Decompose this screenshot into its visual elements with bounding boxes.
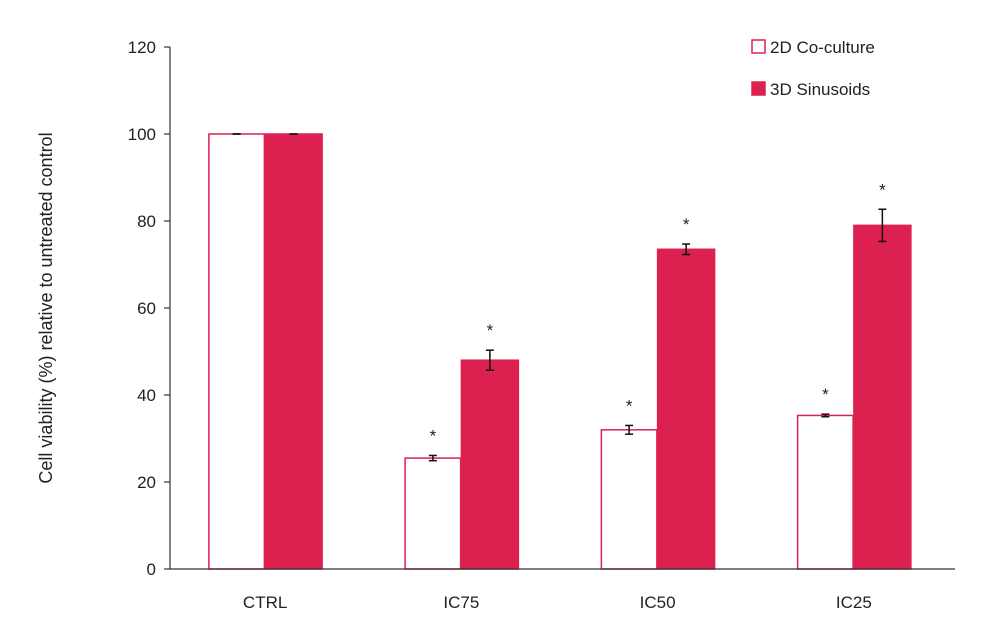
bar-3d-sinusoids	[853, 224, 912, 570]
y-tick-label: 20	[137, 473, 156, 492]
bar-2d-co-culture	[404, 457, 462, 570]
y-axis: 0 20 40 60 80 100 120	[128, 38, 171, 579]
y-axis-title: Cell viability (%) relative to untreated…	[36, 132, 56, 483]
y-tick-label: 40	[137, 386, 156, 405]
bar-2d-co-culture	[208, 133, 266, 570]
bar-3d-sinusoids	[460, 359, 520, 570]
significance-marker: *	[683, 215, 690, 234]
y-tick-label: 60	[137, 299, 156, 318]
x-axis: CTRL IC75 IC50 IC25	[170, 568, 955, 612]
y-tick-label: 100	[128, 125, 156, 144]
significance-marker: *	[430, 426, 437, 445]
x-tick-label: IC25	[836, 593, 872, 612]
legend-swatch	[751, 39, 766, 54]
legend-label: 3D Sinusoids	[770, 80, 870, 99]
significance-marker: *	[626, 396, 633, 415]
legend: 2D Co-culture 3D Sinusoids	[751, 38, 875, 99]
x-tick-label: IC50	[640, 593, 676, 612]
bar-2d-co-culture	[600, 429, 658, 570]
legend-label: 2D Co-culture	[770, 38, 875, 57]
bar-2d-co-culture	[796, 414, 854, 570]
significance-marker: *	[487, 321, 494, 340]
significance-marker: *	[822, 385, 829, 404]
legend-swatch	[751, 81, 766, 96]
y-tick-label: 0	[147, 560, 156, 579]
bar-3d-sinusoids	[264, 133, 323, 570]
y-tick-label: 80	[137, 212, 156, 231]
x-tick-label: IC75	[443, 593, 479, 612]
bar-3d-sinusoids	[656, 248, 716, 570]
y-tick-label: 120	[128, 38, 156, 57]
significance-marker: *	[879, 180, 886, 199]
x-tick-label: CTRL	[243, 593, 287, 612]
bars: * * * * * *	[208, 133, 912, 570]
